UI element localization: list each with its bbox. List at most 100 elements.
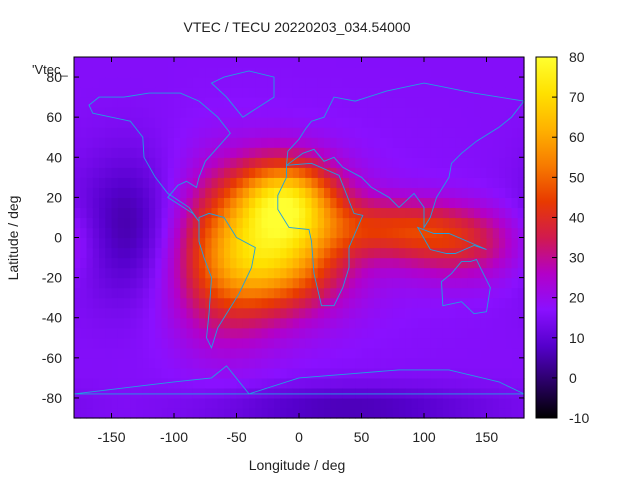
heatmap-cell — [117, 207, 125, 219]
heatmap-cell — [149, 407, 156, 419]
heatmap-cell — [424, 167, 431, 178]
heatmap-cell — [342, 267, 350, 279]
heatmap-cell — [386, 387, 394, 399]
heatmap-cell — [486, 267, 494, 279]
heatmap-cell — [517, 407, 525, 419]
heatmap-cell — [236, 407, 244, 419]
heatmap-cell — [161, 287, 169, 299]
heatmap-cell — [399, 367, 406, 379]
heatmap-cell — [86, 287, 94, 299]
heatmap-cell — [474, 217, 481, 229]
heatmap-cell — [255, 147, 263, 158]
heatmap-cell — [442, 407, 450, 419]
heatmap-cell — [174, 297, 181, 309]
heatmap-cell — [311, 327, 319, 339]
heatmap-cell — [136, 277, 144, 289]
heatmap-cell — [436, 127, 444, 138]
heatmap-cell — [455, 297, 463, 309]
heatmap-cell — [117, 227, 125, 239]
y-tick-label: -40 — [42, 310, 62, 326]
heatmap-cell — [299, 117, 306, 128]
heatmap-cell — [105, 197, 113, 209]
heatmap-cell — [155, 197, 163, 209]
heatmap-cell — [211, 187, 219, 198]
heatmap-cell — [99, 177, 106, 188]
heatmap-cell — [424, 347, 431, 359]
heatmap-cell — [230, 267, 238, 279]
heatmap-cell — [367, 377, 375, 389]
heatmap-cell — [436, 77, 444, 88]
heatmap-cell — [461, 267, 469, 279]
heatmap-cell — [324, 387, 331, 399]
heatmap-cell — [305, 377, 313, 389]
heatmap-cell — [442, 67, 450, 78]
heatmap-cell — [86, 137, 94, 148]
heatmap-cell — [361, 147, 369, 158]
heatmap-cell — [86, 177, 94, 188]
heatmap-cell — [505, 107, 513, 118]
heatmap-cell — [480, 97, 488, 108]
heatmap-cell — [130, 137, 138, 148]
heatmap-cell — [436, 57, 444, 68]
heatmap-cell — [461, 247, 469, 259]
heatmap-cell — [199, 267, 206, 279]
heatmap-cell — [449, 77, 456, 88]
heatmap-cell — [242, 357, 250, 369]
heatmap-cell — [255, 277, 263, 289]
heatmap-cell — [130, 227, 138, 239]
heatmap-cell — [117, 177, 125, 188]
heatmap-cell — [292, 397, 300, 409]
heatmap-cell — [92, 157, 100, 168]
heatmap-cell — [280, 217, 288, 229]
heatmap-cell — [267, 57, 275, 68]
heatmap-cell — [430, 227, 438, 239]
heatmap-cell — [324, 337, 331, 349]
heatmap-cell — [517, 287, 525, 299]
heatmap-cell — [130, 247, 138, 259]
heatmap-cell — [124, 307, 131, 319]
heatmap-cell — [274, 407, 281, 419]
heatmap-cell — [349, 297, 356, 309]
heatmap-cell — [130, 187, 138, 198]
heatmap-cell — [349, 147, 356, 158]
heatmap-cell — [167, 197, 175, 209]
heatmap-cell — [342, 247, 350, 259]
heatmap-cell — [349, 307, 356, 319]
heatmap-cell — [249, 217, 256, 229]
heatmap-cell — [461, 167, 469, 178]
heatmap-cell — [336, 277, 344, 289]
heatmap-cell — [430, 187, 438, 198]
heatmap-cell — [392, 247, 400, 259]
heatmap-cell — [174, 197, 181, 209]
heatmap-cell — [86, 387, 94, 399]
heatmap-cell — [374, 297, 381, 309]
heatmap-cell — [242, 317, 250, 329]
heatmap-cell — [142, 387, 150, 399]
heatmap-cell — [461, 307, 469, 319]
heatmap-cell — [417, 357, 425, 369]
heatmap-cell — [217, 267, 225, 279]
heatmap-cell — [230, 67, 238, 78]
heatmap-cell — [211, 147, 219, 158]
heatmap-cell — [142, 277, 150, 289]
heatmap-cell — [392, 187, 400, 198]
heatmap-cell — [117, 67, 125, 78]
heatmap-cell — [267, 117, 275, 128]
heatmap-cell — [149, 77, 156, 88]
heatmap-cell — [86, 267, 94, 279]
heatmap-cell — [505, 187, 513, 198]
heatmap-cell — [299, 347, 306, 359]
heatmap-cell — [336, 227, 344, 239]
heatmap-cell — [149, 117, 156, 128]
heatmap-cell — [136, 227, 144, 239]
heatmap-cell — [174, 377, 181, 389]
heatmap-cell — [192, 227, 200, 239]
heatmap-cell — [474, 147, 481, 158]
heatmap-cell — [517, 327, 525, 339]
heatmap-cell — [224, 77, 231, 88]
heatmap-cell — [511, 407, 519, 419]
heatmap-cell — [499, 287, 506, 299]
heatmap-cell — [142, 337, 150, 349]
heatmap-cell — [117, 187, 125, 198]
